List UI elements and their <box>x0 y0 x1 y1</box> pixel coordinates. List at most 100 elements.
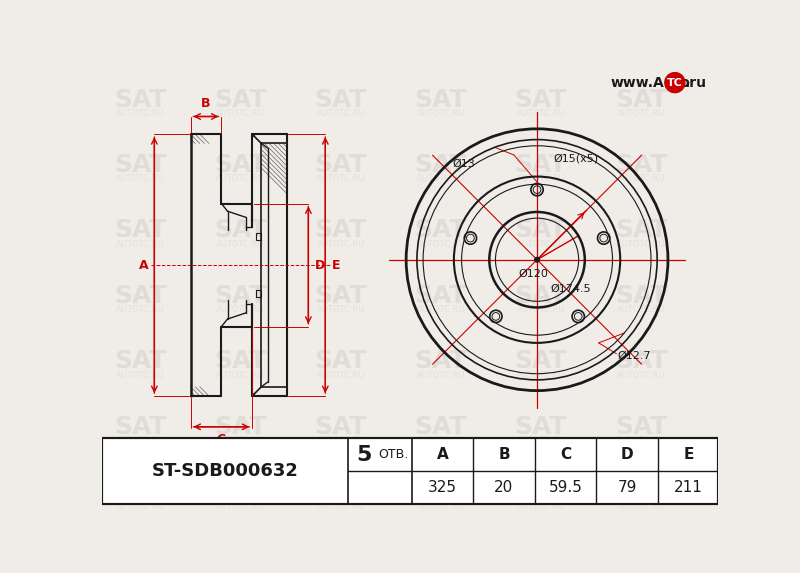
Circle shape <box>665 73 685 93</box>
Bar <box>102 438 718 504</box>
Text: AUTOTC.RU: AUTOTC.RU <box>216 109 265 118</box>
Text: C: C <box>217 433 226 446</box>
Circle shape <box>534 257 539 262</box>
Text: AUTOTC.RU: AUTOTC.RU <box>617 305 666 314</box>
Text: SAT: SAT <box>615 350 667 374</box>
Text: AUTOTC.RU: AUTOTC.RU <box>216 174 265 183</box>
Text: AUTOTC.RU: AUTOTC.RU <box>317 436 365 445</box>
Text: SAT: SAT <box>314 218 367 242</box>
Text: D: D <box>621 447 634 462</box>
Text: AUTOTC.RU: AUTOTC.RU <box>517 501 565 511</box>
Text: SAT: SAT <box>114 415 166 439</box>
Text: SAT: SAT <box>414 88 467 112</box>
Text: SAT: SAT <box>314 415 367 439</box>
Text: AUTOTC.RU: AUTOTC.RU <box>617 240 666 249</box>
Text: 79: 79 <box>618 480 637 495</box>
Text: A: A <box>437 447 448 462</box>
Text: Ø15(x5): Ø15(x5) <box>553 153 598 163</box>
Text: AUTOTC.RU: AUTOTC.RU <box>617 371 666 380</box>
Text: SAT: SAT <box>314 350 367 374</box>
Text: AUTOTC.RU: AUTOTC.RU <box>116 371 165 380</box>
Text: SAT: SAT <box>514 415 567 439</box>
Text: AUTOTC.RU: AUTOTC.RU <box>517 436 565 445</box>
Text: SAT: SAT <box>114 153 166 177</box>
Text: AUTOTC.RU: AUTOTC.RU <box>617 436 666 445</box>
Text: AUTOTC.RU: AUTOTC.RU <box>617 109 666 118</box>
Text: AUTOTC.RU: AUTOTC.RU <box>517 174 565 183</box>
Text: SAT: SAT <box>615 284 667 308</box>
Text: 20: 20 <box>494 480 514 495</box>
Text: AUTOTC.RU: AUTOTC.RU <box>617 174 666 183</box>
Text: AUTOTC.RU: AUTOTC.RU <box>417 174 465 183</box>
Text: SAT: SAT <box>414 480 467 504</box>
Text: SAT: SAT <box>214 88 266 112</box>
Text: Ø13: Ø13 <box>453 159 475 168</box>
Text: AUTOTC.RU: AUTOTC.RU <box>417 240 465 249</box>
Text: AUTOTC.RU: AUTOTC.RU <box>216 305 265 314</box>
Text: AUTOTC.RU: AUTOTC.RU <box>417 371 465 380</box>
Text: AUTOTC.RU: AUTOTC.RU <box>216 436 265 445</box>
Text: SAT: SAT <box>114 284 166 308</box>
Text: AUTOTC.RU: AUTOTC.RU <box>517 240 565 249</box>
Text: B: B <box>498 447 510 462</box>
Text: SAT: SAT <box>114 218 166 242</box>
Text: SAT: SAT <box>114 88 166 112</box>
Text: D: D <box>314 258 325 272</box>
Text: SAT: SAT <box>314 88 367 112</box>
Text: AUTOTC.RU: AUTOTC.RU <box>216 501 265 511</box>
Text: SAT: SAT <box>514 153 567 177</box>
Text: AUTOTC.RU: AUTOTC.RU <box>116 305 165 314</box>
Text: SAT: SAT <box>414 350 467 374</box>
Text: Ø120: Ø120 <box>518 269 548 278</box>
Text: SAT: SAT <box>514 218 567 242</box>
Text: SAT: SAT <box>514 350 567 374</box>
Text: AUTOTC.RU: AUTOTC.RU <box>517 109 565 118</box>
Text: SAT: SAT <box>514 284 567 308</box>
Text: AUTOTC.RU: AUTOTC.RU <box>517 371 565 380</box>
Text: ОТВ.: ОТВ. <box>378 448 408 461</box>
Text: SAT: SAT <box>214 284 266 308</box>
Text: AUTOTC.RU: AUTOTC.RU <box>317 305 365 314</box>
Text: SAT: SAT <box>514 88 567 112</box>
Text: SAT: SAT <box>214 218 266 242</box>
Text: AUTOTC.RU: AUTOTC.RU <box>116 436 165 445</box>
Text: 5: 5 <box>356 445 371 465</box>
Text: Ø174.5: Ø174.5 <box>551 284 591 294</box>
Text: SAT: SAT <box>314 480 367 504</box>
Text: AUTOTC.RU: AUTOTC.RU <box>317 109 365 118</box>
Text: SAT: SAT <box>214 415 266 439</box>
Text: TC: TC <box>667 77 683 88</box>
Text: AUTOTC.RU: AUTOTC.RU <box>317 174 365 183</box>
Text: SAT: SAT <box>414 415 467 439</box>
Text: SAT: SAT <box>114 480 166 504</box>
Text: SAT: SAT <box>514 480 567 504</box>
Text: ST-SDB000632: ST-SDB000632 <box>152 462 298 480</box>
Text: SAT: SAT <box>615 480 667 504</box>
Text: AUTOTC.RU: AUTOTC.RU <box>116 501 165 511</box>
Text: B: B <box>202 97 210 111</box>
Text: AUTOTC.RU: AUTOTC.RU <box>317 371 365 380</box>
Text: A: A <box>138 258 148 272</box>
Text: AUTOTC.RU: AUTOTC.RU <box>116 109 165 118</box>
Text: AUTOTC.RU: AUTOTC.RU <box>417 109 465 118</box>
Text: www.Auto: www.Auto <box>610 76 690 89</box>
Text: SAT: SAT <box>314 153 367 177</box>
Text: 59.5: 59.5 <box>549 480 582 495</box>
Text: AUTOTC.RU: AUTOTC.RU <box>417 436 465 445</box>
Text: AUTOTC.RU: AUTOTC.RU <box>417 501 465 511</box>
Text: SAT: SAT <box>615 415 667 439</box>
Text: AUTOTC.RU: AUTOTC.RU <box>317 501 365 511</box>
Text: AUTOTC.RU: AUTOTC.RU <box>417 305 465 314</box>
Bar <box>256 233 261 241</box>
Text: SAT: SAT <box>615 88 667 112</box>
Text: SAT: SAT <box>414 284 467 308</box>
Text: E: E <box>683 447 694 462</box>
Text: AUTOTC.RU: AUTOTC.RU <box>116 240 165 249</box>
Text: AUTOTC.RU: AUTOTC.RU <box>317 240 365 249</box>
Text: AUTOTC.RU: AUTOTC.RU <box>517 305 565 314</box>
Text: 211: 211 <box>674 480 703 495</box>
Text: 325: 325 <box>428 480 457 495</box>
Text: SAT: SAT <box>615 153 667 177</box>
Text: AUTOTC.RU: AUTOTC.RU <box>216 240 265 249</box>
Text: SAT: SAT <box>414 218 467 242</box>
